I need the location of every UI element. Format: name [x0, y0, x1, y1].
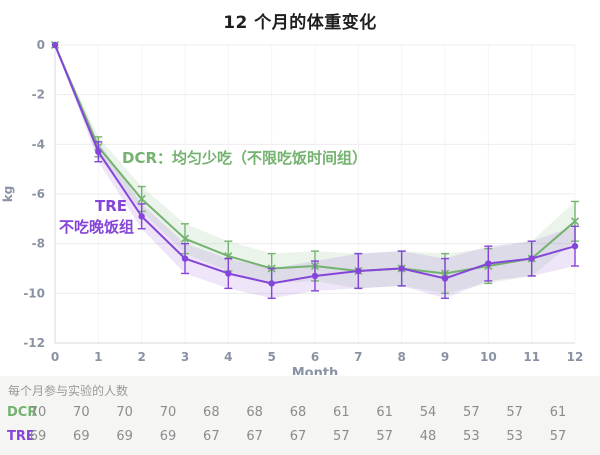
y-tick-label: -8 — [32, 237, 45, 251]
marker-circle — [485, 260, 492, 267]
y-tick-label: -4 — [32, 137, 45, 151]
y-tick-label: -2 — [32, 88, 45, 102]
x-tick-label: 11 — [523, 350, 540, 364]
participant-count: 67 — [246, 429, 263, 444]
y-tick-label: -12 — [23, 336, 45, 350]
tre-series-sublabel: 不吃晚饭组 — [59, 218, 135, 236]
participant-count: 57 — [549, 429, 567, 444]
y-axis-title: kg — [1, 186, 15, 203]
marker-circle — [528, 255, 535, 262]
participants-table: 每个月参与实验的人数 DCR 70 70 70 70 68 68 68 61 61 54 57 57 6… — [0, 376, 600, 455]
participants-row-tre: TRE 69 69 69 69 67 67 67 57 57 48 53 53 57 — [0, 429, 600, 447]
x-axis-title: Month — [292, 366, 339, 375]
x-tick-label: 5 — [267, 350, 275, 364]
participant-count: 70 — [159, 405, 177, 420]
marker-circle — [398, 265, 405, 272]
chart-title: 12 个月的体重变化 — [223, 13, 377, 33]
participants-caption: 每个月参与实验的人数 — [8, 384, 129, 398]
marker-circle — [51, 41, 59, 49]
participant-count: 53 — [463, 429, 480, 444]
dcr-series-label: DCR：均匀少吃（不限吃饭时间组） — [122, 149, 368, 167]
participant-count: 61 — [549, 405, 567, 420]
participant-count: 57 — [333, 429, 350, 444]
x-tick-label: 10 — [480, 350, 497, 364]
marker-x — [137, 194, 146, 204]
participant-count: 69 — [73, 429, 90, 444]
marker-circle — [355, 267, 362, 275]
x-tick-label: 9 — [441, 350, 449, 364]
x-tick-label: 0 — [51, 350, 59, 364]
x-tick-label: 7 — [354, 350, 362, 364]
participant-count: 54 — [419, 405, 437, 420]
participant-count: 53 — [506, 429, 523, 444]
tre-series-label: TRE — [95, 197, 128, 215]
participant-count: 68 — [203, 405, 220, 420]
participants-row-label-tre: TRE — [7, 429, 35, 444]
participant-count: 70 — [116, 405, 133, 420]
x-tick-label: 1 — [94, 350, 102, 364]
y-tick-label: -10 — [23, 286, 45, 300]
participant-count: 70 — [73, 405, 90, 420]
x-tick-label: 12 — [567, 350, 584, 364]
participant-count: 67 — [289, 429, 307, 444]
marker-circle — [225, 270, 232, 277]
marker-circle — [95, 148, 102, 155]
x-tick-label: 8 — [397, 350, 405, 364]
participant-count: 57 — [506, 405, 523, 420]
marker-circle — [441, 275, 449, 282]
participant-count: 48 — [419, 429, 437, 444]
marker-circle — [181, 255, 189, 262]
participant-count: 69 — [116, 429, 133, 444]
marker-circle — [138, 213, 145, 220]
participant-count: 57 — [463, 405, 480, 420]
participant-count: 69 — [159, 429, 177, 444]
y-tick-label: 0 — [37, 38, 45, 52]
participant-count: 70 — [29, 405, 47, 420]
participant-count: 61 — [333, 405, 350, 420]
participant-count: 57 — [376, 429, 393, 444]
participant-count: 67 — [203, 429, 220, 444]
participant-count: 68 — [289, 405, 307, 420]
x-tick-label: 6 — [311, 350, 319, 364]
y-tick-label: -6 — [32, 187, 45, 201]
participants-row-label-dcr: DCR — [7, 405, 38, 420]
participant-count: 68 — [246, 405, 263, 420]
participants-row-dcr: DCR 70 70 70 70 68 68 68 61 61 54 57 57 61 — [0, 405, 600, 423]
marker-x — [180, 234, 190, 243]
marker-circle — [268, 280, 275, 287]
x-tick-label: 2 — [137, 350, 145, 364]
x-tick-label: 3 — [181, 350, 189, 364]
x-tick-label: 4 — [224, 350, 232, 364]
participant-count: 61 — [376, 405, 393, 420]
participant-count: 69 — [29, 429, 47, 444]
marker-circle — [311, 272, 319, 280]
marker-circle — [571, 242, 579, 250]
marker-x — [570, 217, 580, 226]
confidence-band-tre — [55, 45, 575, 299]
